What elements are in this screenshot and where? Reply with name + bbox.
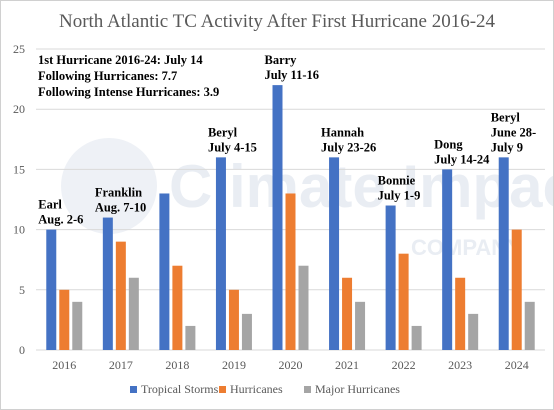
watermark-text: Climate Impact [169,153,553,220]
legend: Tropical Storms Hurricanes Major Hurricane… [130,382,400,396]
bar-annotation-line: July 4-15 [208,140,257,154]
bar [524,301,535,350]
bar-annotation-line: July 11-16 [265,68,320,82]
watermark: Climate Impact COMPANY [61,138,553,260]
bar [442,169,453,350]
bar [185,325,196,350]
bar [329,157,340,350]
bar [398,253,409,350]
bar [385,205,396,350]
summary-line: Following Intense Hurricanes: 3.9 [38,85,219,99]
summary-line: 1st Hurricane 2016-24: July 14 [38,53,203,67]
bar [102,217,113,350]
bar-annotation-line: Aug. 2-6 [38,213,83,227]
y-tick-label: 0 [19,343,25,357]
bar-annotation-line: Hannah [321,125,364,139]
summary-box: 1st Hurricane 2016-24: July 14 Following … [38,53,219,99]
bar [468,313,479,350]
y-tick-label: 20 [13,102,25,116]
bar [172,265,183,350]
bar-annotation-line: July 23-26 [321,140,376,154]
bar-annotation-line: Beryl [491,110,521,124]
x-tick-label: 2022 [392,358,416,372]
bar [115,241,126,350]
y-tick-label: 10 [13,223,25,237]
legend-swatch [130,386,137,393]
bar-annotation-line: Bonnie [378,174,416,188]
chart-title: North Atlantic TC Activity After First H… [59,11,496,32]
bar [59,289,70,350]
x-tick-label: 2018 [165,358,189,372]
bar [355,301,366,350]
y-tick-label: 5 [19,283,25,297]
bar-annotation-line: Dong [434,137,463,151]
y-tick-label: 15 [13,162,25,176]
bar [272,85,283,351]
bar [241,313,252,350]
legend-label: Major Hurricanes [315,382,400,396]
x-tick-label: 2019 [222,358,246,372]
bar-annotation-line: Aug. 7-10 [95,201,146,215]
bar-annotation-line: July 14-24 [434,152,490,166]
x-tick-label: 2021 [335,358,359,372]
summary-line: Following Hurricanes: 7.7 [38,69,177,83]
bar-annotation-line: Earl [38,198,62,212]
bar [215,157,226,350]
bar [159,193,170,350]
bar [498,157,509,350]
bar-annotation-line: June 28- [491,125,537,139]
x-tick-label: 2020 [279,358,303,372]
x-tick-label: 2024 [505,358,529,372]
bar [411,325,422,350]
bar-annotation-line: July 1-9 [378,189,421,203]
y-tick-label: 25 [13,42,25,56]
bar [298,265,309,350]
x-tick-label: 2016 [52,358,76,372]
bar [511,229,522,350]
x-tick-label: 2017 [109,358,133,372]
x-axis-ticks: 2016 2017 2018 2019 2020 2021 2022 2023 2024 [52,358,528,372]
bar [342,277,353,350]
bar [455,277,466,350]
x-tick-label: 2023 [448,358,472,372]
legend-swatch [219,386,226,393]
bar [72,301,83,350]
bar [128,277,139,350]
legend-swatch [304,386,311,393]
y-axis-ticks: 0 5 10 15 20 25 [13,42,25,357]
bar [285,193,296,350]
bar-annotation-line: Barry [265,53,298,67]
bar-annotation-line: July 9 [491,140,523,154]
legend-label: Hurricanes [230,382,283,396]
bar [46,229,57,350]
bar-annotation-line: Franklin [95,186,142,200]
legend-label: Tropical Storms [141,382,219,396]
bars [46,85,535,351]
bar-annotation-line: Beryl [208,125,238,139]
watermark-logo [61,138,157,234]
bar [228,289,239,350]
